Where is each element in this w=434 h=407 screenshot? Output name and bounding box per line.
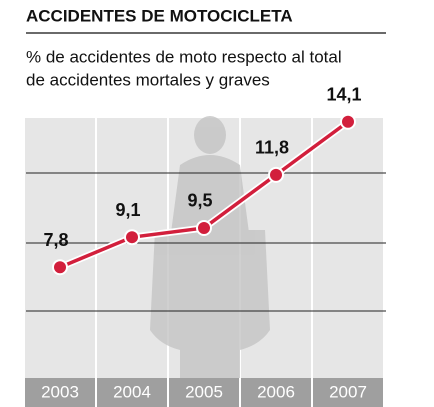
point [341,115,355,129]
chart: ACCIDENTES DE MOTOCICLETA % de accidente… [0,0,434,407]
x-tick-label: 2006 [257,382,295,401]
column [313,118,383,378]
point [269,168,283,182]
x-tick-label: 2004 [113,382,151,401]
value-label: 7,8 [43,230,68,250]
chart-title: ACCIDENTES DE MOTOCICLETA [26,6,293,25]
point [197,221,211,235]
value-label: 9,5 [187,191,212,211]
point [53,260,67,274]
point [125,230,139,244]
subtitle-line-2: de accidentes mortales y graves [26,70,270,89]
value-label: 11,8 [255,138,289,158]
value-label: 14,1 [326,85,361,105]
subtitle-line-1: % de accidentes de moto respecto al tota… [26,47,342,66]
x-tick-label: 2003 [41,382,79,401]
value-label: 9,1 [115,200,140,220]
x-tick-label: 2007 [329,382,367,401]
x-tick-label: 2005 [185,382,223,401]
